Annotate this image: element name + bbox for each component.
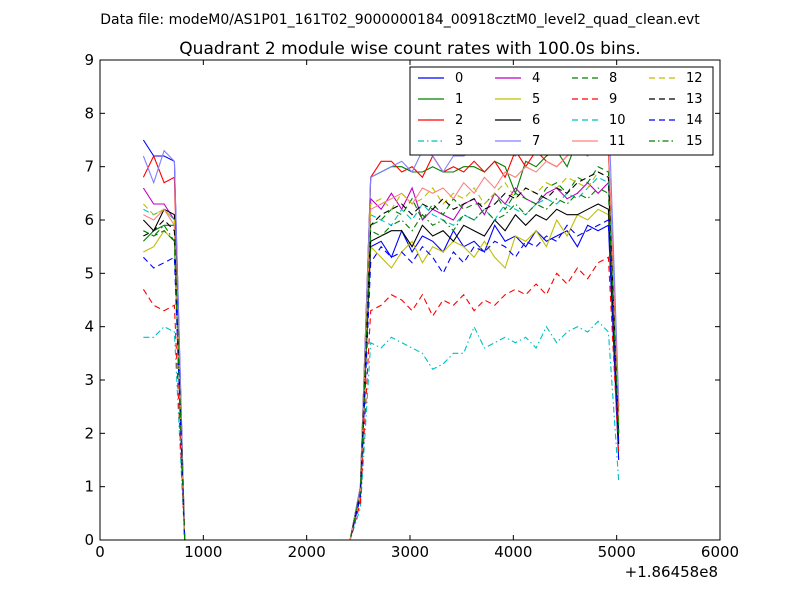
- legend-box: [409, 66, 714, 156]
- y-tick-label: 4: [84, 318, 94, 336]
- legend-label-13: 13: [686, 92, 703, 107]
- x-tick-label: 4000: [494, 543, 532, 561]
- legend-label-14: 14: [686, 113, 703, 128]
- series-line-10: [143, 176, 620, 541]
- series-line-12: [143, 171, 620, 541]
- legend-label-11: 11: [609, 134, 626, 149]
- legend-label-9: 9: [609, 92, 617, 107]
- legend-label-4: 4: [532, 71, 540, 86]
- chart-title: Quadrant 2 module wise count rates with …: [179, 39, 640, 59]
- x-axis-offset-label: +1.86458e8: [625, 563, 718, 581]
- x-tick-label: 3000: [391, 543, 429, 561]
- legend-label-3: 3: [455, 134, 463, 149]
- legend-label-12: 12: [686, 71, 703, 86]
- legend-label-15: 15: [686, 134, 703, 149]
- plot-area: 0 1000 2000 3000 4000 5000 6000012345678901234…: [84, 51, 739, 561]
- series-line-14: [143, 219, 620, 541]
- x-tick-label: 5000: [598, 543, 636, 561]
- x-tick-label: 6000: [701, 543, 739, 561]
- y-tick-label: 2: [84, 424, 94, 442]
- y-tick-label: 8: [84, 104, 94, 122]
- y-tick-label: 1: [84, 478, 94, 496]
- legend-label-6: 6: [532, 113, 540, 128]
- series-line-3: [143, 320, 620, 541]
- x-tick-label: 1000: [184, 543, 222, 561]
- y-tick-label: 5: [84, 264, 94, 282]
- legend-label-0: 0: [455, 71, 463, 86]
- x-tick-label: 2000: [288, 543, 326, 561]
- y-tick-label: 6: [84, 211, 94, 229]
- legend-label-10: 10: [609, 113, 626, 128]
- y-tick-label: 9: [84, 51, 94, 69]
- legend-label-5: 5: [532, 92, 540, 107]
- x-tick-label: 0: [95, 543, 105, 561]
- legend-label-1: 1: [455, 92, 463, 107]
- legend-label-2: 2: [455, 113, 463, 128]
- legend-label-8: 8: [609, 71, 617, 86]
- data-file-suptitle: Data file: modeM0/AS1P01_161T02_90000001…: [100, 12, 700, 28]
- legend-label-7: 7: [532, 134, 540, 149]
- y-tick-label: 0: [84, 531, 94, 549]
- y-tick-label: 3: [84, 371, 94, 389]
- y-tick-label: 7: [84, 158, 94, 176]
